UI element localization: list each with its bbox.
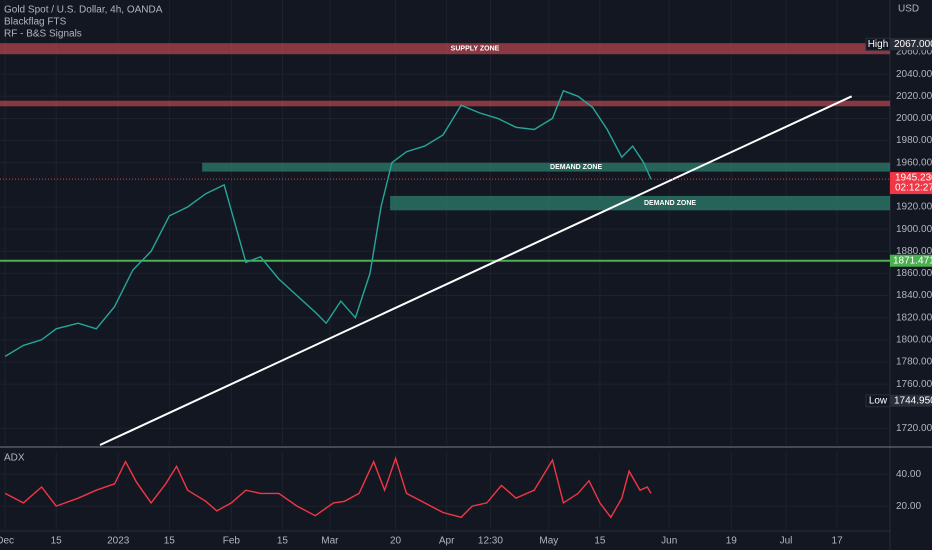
- price-tag: High: [868, 39, 889, 50]
- layers: 1720.000 1760.000 1780.000 1800.000 1820.000…: [0, 37, 932, 547]
- y-tick-label: 1760.000: [896, 379, 932, 390]
- x-tick-label: 20: [390, 536, 402, 547]
- y-tick-label: 1900.000: [896, 224, 932, 235]
- zone: [0, 43, 890, 55]
- x-tick-label: 15: [277, 536, 289, 547]
- y-tick-label: 2020.000: [896, 91, 932, 102]
- y-tick-label: 2040.000: [896, 69, 932, 80]
- x-tick-label: 12:30: [478, 536, 503, 547]
- x-tick-label: May: [539, 536, 558, 547]
- zone-label: DEMAND ZONE: [644, 200, 696, 207]
- countdown-label: 02:12:27: [895, 183, 932, 194]
- x-tick-label: 15: [164, 536, 176, 547]
- y-tick-label: 2060.000: [896, 47, 932, 58]
- x-tick-label: 17: [832, 536, 844, 547]
- y-tick-label: 1840.000: [896, 290, 932, 301]
- zone: [390, 195, 890, 211]
- y-tick-label: 1780.000: [896, 357, 932, 368]
- series-line: [4, 89, 652, 357]
- y-tick-label: 1880.000: [896, 246, 932, 257]
- last-price-box: [890, 172, 932, 195]
- x-tick-label: 19: [726, 536, 738, 547]
- x-tick-label: Apr: [439, 536, 455, 547]
- y-tick-label: 1960.000: [896, 157, 932, 168]
- price-label: 1744.950: [894, 395, 932, 406]
- header-indicator: Blackflag FTS: [4, 17, 67, 28]
- x-tick-label: Dec: [0, 536, 14, 547]
- trendline: [99, 95, 853, 446]
- y-tick-label: 40.00: [896, 469, 921, 480]
- price-tag: Low: [869, 395, 888, 406]
- x-tick-label: Feb: [223, 536, 241, 547]
- level-label-box: [890, 254, 932, 267]
- adx-title: ADX: [4, 453, 25, 464]
- x-tick-label: Mar: [321, 536, 339, 547]
- price-label-box: [890, 394, 932, 407]
- y-tick-label: 1920.000: [896, 202, 932, 213]
- y-tick-label: 20.00: [896, 501, 921, 512]
- zone-label: DEMAND ZONE: [550, 164, 602, 171]
- series-line: [4, 456, 652, 519]
- level-label: 1871.471: [893, 255, 932, 266]
- y-tick-label: 1860.000: [896, 268, 932, 279]
- x-tick-label: 2023: [107, 536, 130, 547]
- header-indicator: RF - B&S Signals: [4, 29, 82, 40]
- y-tick-label: 1720.000: [896, 423, 932, 434]
- y-tick-label: 1820.000: [896, 312, 932, 323]
- y-tick-label: 1980.000: [896, 135, 932, 146]
- x-tick-label: 15: [51, 536, 63, 547]
- x-tick-label: Jun: [661, 536, 677, 547]
- y-unit: USD: [898, 4, 919, 15]
- y-tick-label: 2000.000: [896, 113, 932, 124]
- last-price-label: 1945.230: [895, 173, 932, 184]
- header-symbol: Gold Spot / U.S. Dollar, 4h, OANDA: [4, 5, 163, 16]
- x-tick-label: Jul: [780, 536, 793, 547]
- price-label-box: [890, 38, 932, 51]
- y-tick-label: 1800.000: [896, 334, 932, 345]
- x-tick-label: 15: [594, 536, 606, 547]
- zone: [202, 162, 890, 172]
- zone: [0, 100, 890, 107]
- price-label: 2067.000: [894, 39, 932, 50]
- zone-label: SUPPLY ZONE: [451, 46, 500, 53]
